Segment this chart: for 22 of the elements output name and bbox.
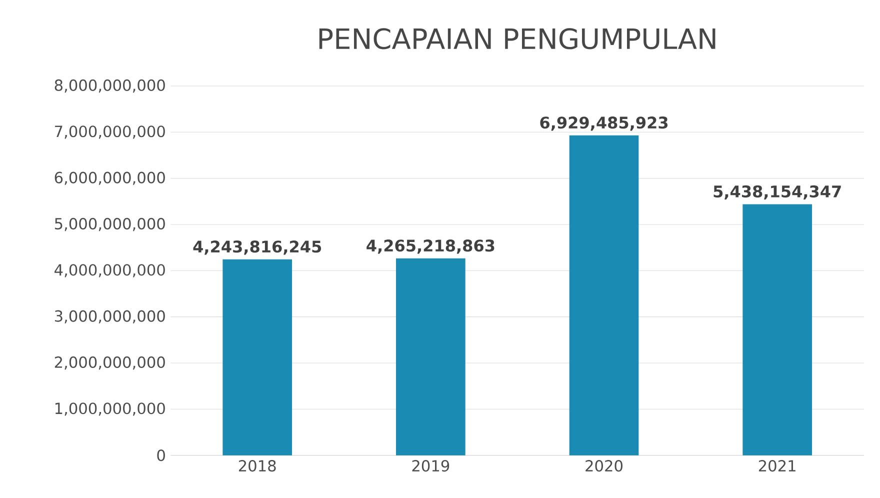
y-tick-label: 5,000,000,000 [54, 218, 165, 232]
chart-title: PENCAPAIAN PENGUMPULAN [319, 28, 716, 50]
y-tick-label: 0 [157, 450, 165, 462]
data-label: 5,438,154,347 [714, 185, 841, 200]
data-label: 4,265,218,863 [366, 240, 494, 254]
x-tick-label: 2020 [586, 460, 622, 472]
y-tick-label: 4,000,000,000 [54, 264, 165, 278]
bar [569, 135, 639, 456]
data-label: 6,929,485,923 [540, 116, 668, 131]
y-tick-label: 1,000,000,000 [55, 402, 165, 416]
x-tick-label: 2018 [238, 460, 276, 472]
x-tick-label: 2021 [758, 460, 796, 472]
data-label: 4,243,816,245 [193, 240, 322, 255]
bar [222, 259, 292, 456]
y-tick-label: 6,000,000,000 [54, 172, 165, 185]
y-tick-label: 7,000,000,000 [55, 126, 165, 139]
x-tick-label: 2019 [412, 460, 450, 472]
y-tick-label: 2,000,000,000 [54, 356, 165, 370]
y-tick-label: 8,000,000,000 [54, 79, 165, 93]
y-tick-label: 3,000,000,000 [54, 310, 165, 324]
bar [396, 258, 466, 456]
bar [742, 204, 812, 456]
